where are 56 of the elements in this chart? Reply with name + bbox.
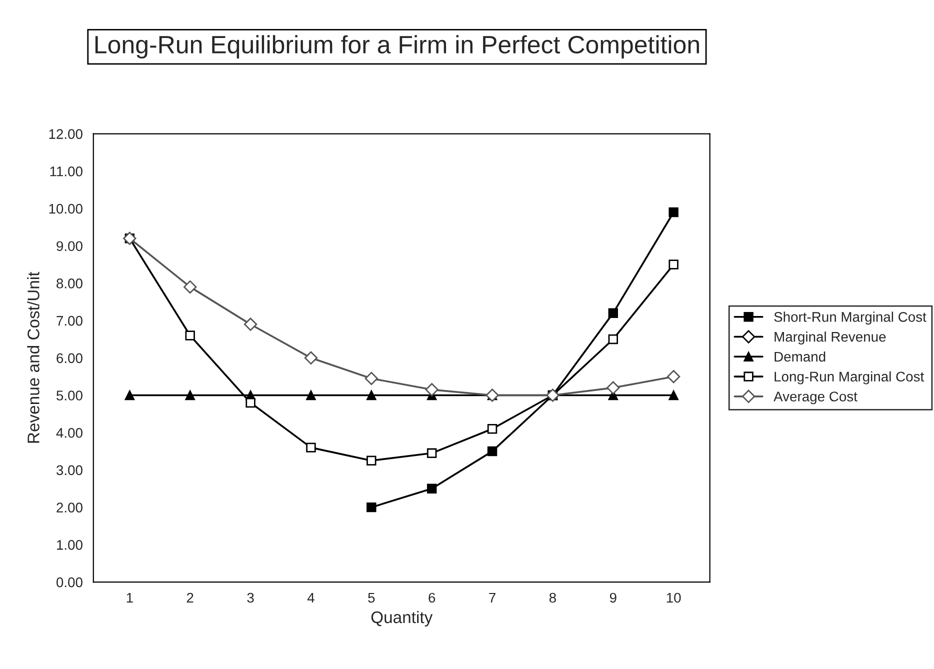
point (185, 330, 195, 340)
legend-label: Average Cost (774, 392, 858, 404)
point (668, 390, 678, 400)
x-tick-label: 2 (186, 592, 194, 603)
y-tick-label: 9.00 (56, 241, 82, 252)
point (666, 370, 680, 384)
point (608, 308, 618, 318)
point (668, 207, 678, 218)
y-tick-label: 0.00 (56, 577, 82, 588)
y-tick-label: 7.00 (56, 316, 82, 326)
point (425, 383, 438, 396)
point (244, 318, 258, 331)
x-tick-label: 8 (549, 592, 556, 603)
x-tick-label: 1 (126, 592, 133, 603)
y-tick-label: 4.00 (56, 428, 82, 438)
y-tick-label: 11.00 (50, 166, 82, 176)
x-tick-label: 5 (368, 592, 375, 603)
point (306, 390, 316, 400)
y-tick-label: 3.00 (56, 465, 82, 476)
point (668, 260, 678, 270)
point (306, 442, 316, 452)
point (487, 446, 498, 456)
point (184, 280, 197, 294)
x-tick-label: 4 (307, 592, 314, 603)
point (366, 390, 376, 400)
y-axis-title: Revenue and Cost/Unit (27, 272, 40, 443)
y-tick-label: 8.00 (56, 278, 82, 288)
y-tick-label: 2.00 (56, 502, 82, 512)
point (124, 390, 135, 400)
point (606, 381, 620, 394)
y-tick-label: 1.00 (57, 540, 82, 550)
x-axis-title: Quantity (371, 610, 433, 626)
point (246, 398, 256, 408)
point (304, 351, 318, 365)
legend-label: Marginal Revenue (774, 332, 886, 344)
legend-label: Long-Run Marginal Cost (774, 371, 924, 384)
x-tick-label: 9 (610, 592, 616, 603)
x-tick-label: 10 (666, 592, 681, 603)
point (487, 424, 498, 434)
x-tick-label: 3 (247, 592, 254, 603)
y-tick-label: 5.00 (56, 390, 82, 400)
point (608, 334, 618, 344)
point (366, 502, 376, 512)
point (366, 456, 376, 466)
point (185, 390, 195, 400)
x-tick-label: 7 (489, 592, 496, 603)
point (426, 484, 437, 494)
legend-label: Demand (774, 351, 826, 362)
y-tick-label: 12.00 (49, 129, 82, 139)
point (364, 372, 378, 386)
y-tick-label: 6.00 (56, 353, 82, 364)
legend-label: Short-Run Marginal Cost (774, 312, 926, 325)
chart-title: Long-Run Equilibrium for a Firm in Perfect Competition (95, 35, 699, 58)
y-tick-label: 10.00 (49, 204, 82, 214)
x-tick-label: 6 (428, 592, 436, 603)
point (426, 448, 437, 458)
